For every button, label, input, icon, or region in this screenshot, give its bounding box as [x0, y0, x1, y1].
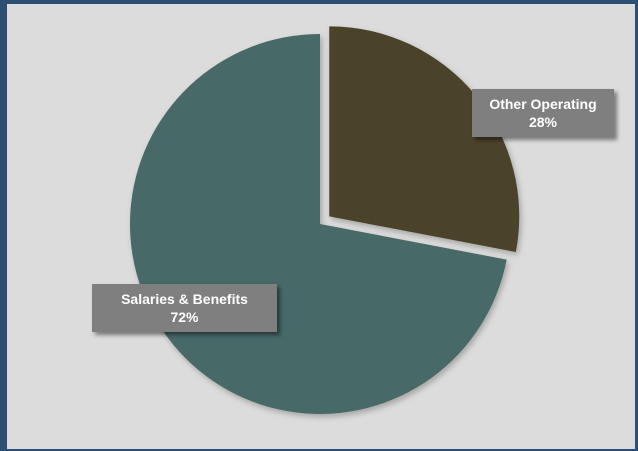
data-label-value: 28%	[528, 114, 558, 130]
pie-chart	[130, 26, 520, 414]
data-label-category: Other Operating	[489, 96, 597, 112]
chart-area: Other Operating 28% Salaries & Benefits …	[7, 4, 635, 449]
data-label-value: 72%	[170, 309, 199, 325]
data-label-other-operating: Other Operating 28%	[472, 89, 614, 137]
pie-slice-other-operating	[329, 26, 520, 252]
data-label-category: Salaries & Benefits	[121, 291, 248, 307]
data-label-salaries-benefits: Salaries & Benefits 72%	[92, 284, 277, 332]
